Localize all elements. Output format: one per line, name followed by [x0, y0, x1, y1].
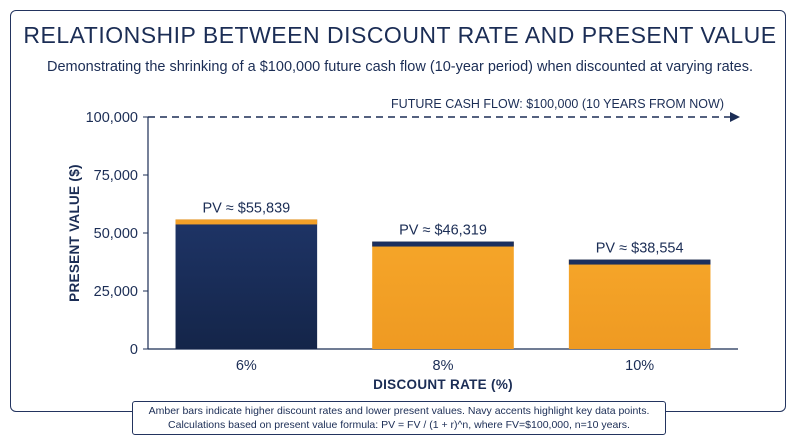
y-tick-label: 100,000 — [86, 110, 138, 126]
x-tick-label: 10% — [625, 358, 654, 374]
y-tick-label: 50,000 — [94, 226, 138, 242]
chart-title: RELATIONSHIP BETWEEN DISCOUNT RATE AND P… — [23, 22, 777, 48]
footnote-line-1: Amber bars indicate higher discount rate… — [148, 405, 650, 417]
chart-footnote: Amber bars indicate higher discount rate… — [132, 401, 666, 435]
footnote-line-2: Calculations based on present value form… — [168, 419, 630, 431]
x-tick-label: 8% — [433, 358, 454, 374]
bar-data-label: PV ≈ $46,319 — [399, 223, 487, 239]
bar-data-label: PV ≈ $55,839 — [202, 200, 290, 216]
chart-bars — [175, 219, 711, 349]
chart-subtitle: Demonstrating the shrinking of a $100,00… — [46, 59, 754, 75]
bar-6pct — [175, 219, 318, 349]
y-tick-label: 25,000 — [94, 284, 138, 300]
bar-accent-cap — [568, 259, 711, 265]
y-tick-label: 0 — [130, 342, 138, 358]
x-axis-label: DISCOUNT RATE (%) — [373, 377, 513, 392]
bar-accent-cap — [175, 219, 318, 225]
chart-labels: 0 25,000 50,000 75,000 100,000 PRESENT VALUE … — [67, 97, 724, 392]
x-tick-label: 6% — [236, 358, 257, 374]
y-tick-label: 75,000 — [94, 168, 138, 184]
bar-10pct — [568, 259, 711, 349]
y-axis-label: PRESENT VALUE ($) — [67, 164, 82, 302]
bar-data-label: PV ≈ $38,554 — [596, 241, 684, 257]
bar-accent-cap — [372, 241, 514, 247]
reference-line-label: FUTURE CASH FLOW: $100,000 (10 YEARS FRO… — [391, 97, 724, 111]
bar-8pct — [372, 241, 514, 349]
